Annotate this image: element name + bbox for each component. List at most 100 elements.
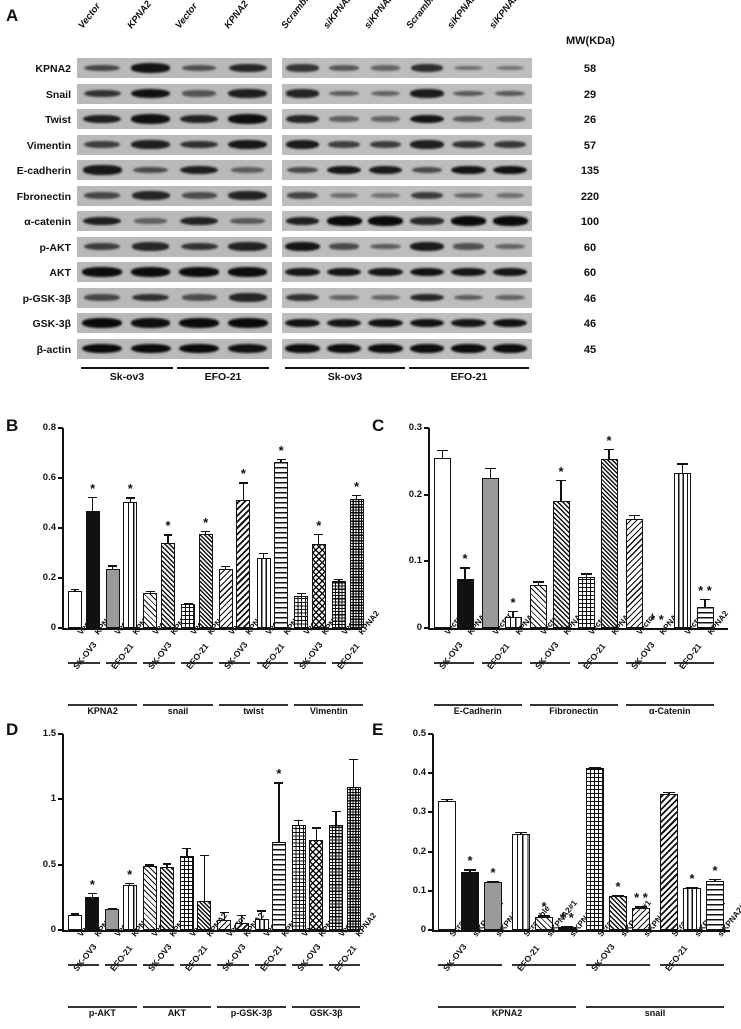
- error-bar: [225, 565, 227, 569]
- y-tick: [424, 493, 429, 496]
- cellline-underline: [254, 964, 286, 966]
- significance-marker: *: [127, 867, 133, 883]
- protein-group-label-0: E-Cadherin: [453, 706, 502, 716]
- error-bar: [278, 782, 280, 843]
- error-bar: [112, 565, 114, 569]
- blot-band: [494, 90, 526, 97]
- mw-value-2: 26: [583, 114, 597, 126]
- blot-band: [370, 65, 401, 71]
- y-tick-label-1: 0.2: [42, 572, 56, 583]
- cellline-underline: [179, 964, 212, 966]
- bar: [271, 842, 286, 930]
- y-tick: [58, 863, 63, 866]
- blot-band: [179, 216, 219, 226]
- error-bar-cap: [70, 913, 80, 915]
- error-bar-cap: [533, 581, 544, 583]
- blot-band: [84, 294, 120, 301]
- protein-group-underline: [438, 1006, 576, 1008]
- blot-band: [410, 89, 444, 98]
- y-tick-label-4: 0.8: [42, 422, 56, 433]
- blot-band: [285, 140, 320, 149]
- error-bar-cap: [441, 798, 453, 801]
- blot-strip-right-6: [282, 211, 532, 231]
- y-tick: [428, 772, 433, 775]
- mw-value-9: 46: [583, 292, 597, 305]
- y-tick: [424, 560, 429, 563]
- significance-marker: * *: [560, 910, 574, 926]
- blot-band: [453, 294, 484, 301]
- blot-band: [131, 191, 170, 200]
- y-tick: [58, 627, 63, 629]
- blot-band: [285, 89, 320, 98]
- blot-band: [328, 243, 360, 250]
- blot-row-label-snail: Snail: [45, 88, 71, 101]
- mw-value-3: 57: [583, 139, 597, 152]
- bar: [482, 478, 499, 628]
- bar: [438, 800, 456, 930]
- blot-row-label-fbronectin: Fbronectin: [16, 190, 71, 203]
- blot-band: [285, 318, 320, 328]
- blot-band: [286, 293, 319, 302]
- significance-marker: *: [203, 514, 209, 530]
- protein-group-label-1: Fibronectin: [549, 706, 599, 716]
- blot-band: [285, 115, 320, 123]
- error-bar-cap: [87, 892, 97, 895]
- x-axis: [62, 628, 362, 630]
- blot-band: [451, 267, 486, 277]
- significance-marker: *: [89, 876, 95, 892]
- blot-strip-left-5: [77, 185, 272, 206]
- protein-group-underline: [142, 1006, 212, 1008]
- blot-band: [328, 141, 360, 148]
- protein-group-label-2: p-GSK-3β: [230, 1008, 273, 1018]
- cellline-label-3: EFO-21: [182, 943, 210, 974]
- lane-label-right-4: siKPNA2#1: [445, 0, 486, 31]
- error-bar: [318, 533, 320, 544]
- error-bar-cap: [276, 459, 286, 461]
- protein-group-label-1: snail: [167, 706, 189, 716]
- lane-label-right-3: Scramble: [403, 0, 439, 31]
- mw-value-0: 58: [583, 63, 597, 75]
- blot-band: [230, 167, 265, 173]
- blot-strip-right-9: [282, 287, 532, 308]
- bar: [85, 897, 100, 930]
- blot-band: [179, 114, 219, 124]
- cellline-underline-left-skov3: [81, 367, 173, 369]
- protein-group-underline: [434, 704, 522, 706]
- blot-band: [181, 64, 217, 72]
- y-tick-label-2: 0.2: [408, 488, 422, 500]
- y-tick-label-2: 0.4: [42, 522, 56, 533]
- y-tick-label-4: 0.4: [412, 767, 426, 779]
- blot-band: [82, 267, 122, 277]
- blot-band: [453, 116, 484, 122]
- blot-band: [368, 267, 403, 277]
- blot-strip-right-7: [282, 236, 532, 257]
- protein-group-underline: [586, 1006, 724, 1008]
- blot-band: [83, 140, 121, 149]
- cellline-underline: [586, 964, 650, 966]
- y-tick: [428, 733, 433, 735]
- blot-band: [410, 64, 444, 72]
- y-tick: [58, 929, 63, 931]
- bar: [179, 856, 194, 930]
- blot-band: [287, 166, 318, 174]
- lane-label-right-5: siKPNA2#2: [486, 0, 527, 31]
- cellline-label-3: EFO-21: [663, 943, 690, 974]
- blot-band: [369, 140, 402, 148]
- error-bar-cap: [201, 530, 211, 533]
- blot-row-label-p-akt: p-AKT: [39, 241, 72, 254]
- cellline-underline: [434, 662, 474, 664]
- error-bar: [203, 854, 205, 902]
- error-bar-cap: [581, 573, 592, 575]
- blot-band: [179, 343, 219, 354]
- y-tick: [58, 527, 63, 529]
- error-bar: [205, 530, 207, 534]
- error-bar-cap: [487, 880, 499, 882]
- panel-d-chart: D 00.511.5Vector*KPNA2Vector*KPNA2Vector…: [0, 712, 378, 1029]
- error-bar-cap: [107, 907, 117, 909]
- error-bar: [560, 480, 562, 502]
- blot-band: [451, 216, 486, 226]
- blot-band: [227, 267, 268, 277]
- bar: [236, 499, 251, 628]
- y-tick: [428, 811, 433, 814]
- blot-band: [181, 192, 217, 199]
